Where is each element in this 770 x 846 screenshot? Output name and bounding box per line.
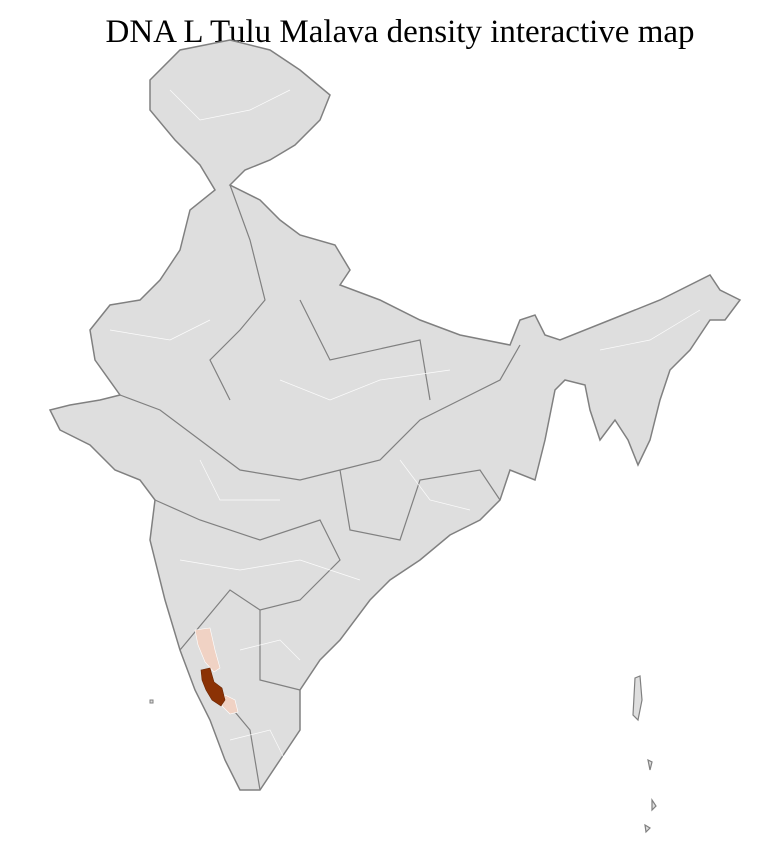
district-borders [109, 89, 701, 761]
map-title: DNA L Tulu Malava density interactive ma… [105, 14, 695, 50]
district-low-density [194, 627, 221, 673]
india-outline [48, 39, 742, 791]
lakshadweep-islands [149, 699, 154, 704]
district-high-density [200, 667, 226, 707]
andaman-nicobar-islands [632, 675, 657, 834]
